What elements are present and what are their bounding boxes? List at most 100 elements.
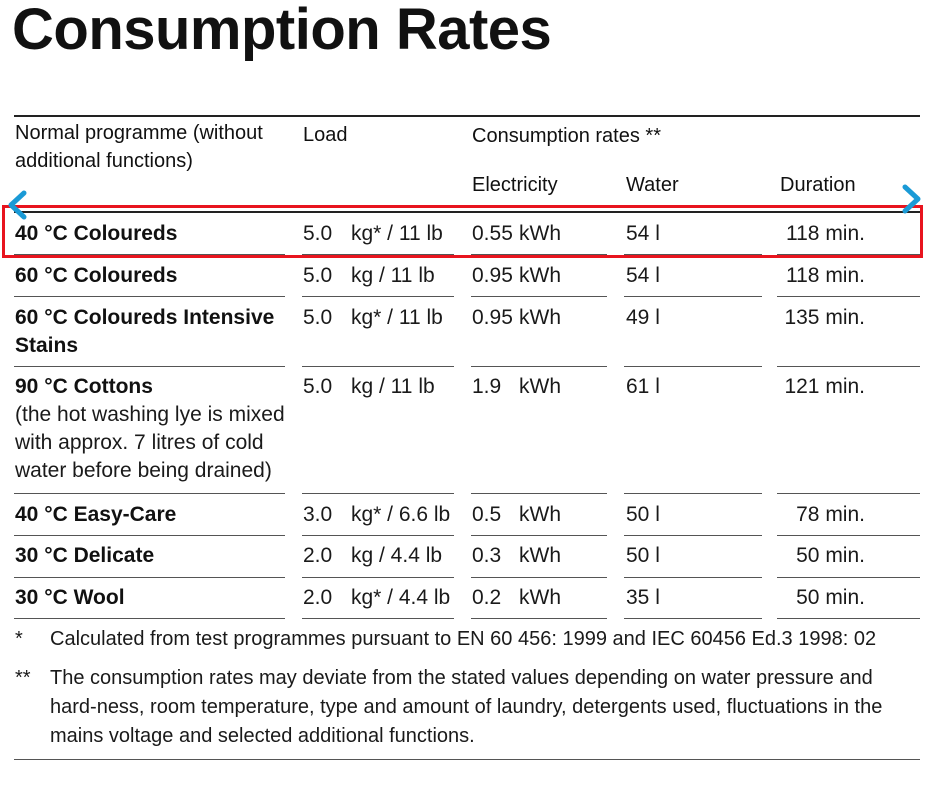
programme-name: 60 °C Coloureds Intensive Stains xyxy=(15,306,275,357)
water-cell: 61 l xyxy=(626,375,660,398)
water-cell: 54 l xyxy=(626,264,660,287)
load-value: 2.0 xyxy=(303,586,333,609)
programme-cell: 30 °C Wool xyxy=(15,584,285,612)
load-cell: 5.0 kg* / 11 lb xyxy=(303,220,443,248)
header-load: Load xyxy=(303,124,348,146)
row-divider xyxy=(14,577,285,578)
row-divider xyxy=(471,535,607,536)
page-title: Consumption Rates xyxy=(12,0,552,62)
load-cell: 3.0 kg* / 6.6 lb xyxy=(303,501,450,529)
load-value: 2.0 xyxy=(303,544,333,567)
row-divider xyxy=(14,366,285,367)
row-divider xyxy=(302,296,454,297)
duration-cell: 118 min. xyxy=(786,264,865,287)
electricity-cell: 0.5 kWh xyxy=(472,501,561,529)
load-cell: 2.0 kg / 4.4 lb xyxy=(303,542,442,570)
row-divider xyxy=(14,535,285,536)
load-unit: kg* / 4.4 lb xyxy=(351,586,451,609)
load-cell: 5.0 kg / 11 lb xyxy=(303,262,435,290)
load-value: 5.0 xyxy=(303,375,333,398)
programme-name: 60 °C Coloureds xyxy=(15,264,178,287)
electricity-value: 0.55 xyxy=(472,222,513,245)
duration-cell: 50 min. xyxy=(796,586,865,609)
load-value: 5.0 xyxy=(303,222,333,245)
load-cell: 5.0 kg* / 11 lb xyxy=(303,304,443,332)
electricity-cell: 1.9 kWh xyxy=(472,373,561,401)
row-divider xyxy=(777,535,920,536)
electricity-cell: 0.3 kWh xyxy=(472,542,561,570)
water-cell: 35 l xyxy=(626,586,660,609)
row-divider xyxy=(624,618,762,619)
row-divider xyxy=(471,254,607,255)
row-divider xyxy=(471,366,607,367)
electricity-value: 0.5 xyxy=(472,503,502,526)
duration-cell: 135 min. xyxy=(784,306,865,329)
row-divider xyxy=(777,577,920,578)
programme-cell: 60 °C Coloureds xyxy=(15,262,285,290)
electricity-cell: 0.95 kWh xyxy=(472,262,561,290)
electricity-unit: kWh xyxy=(519,586,561,609)
footnote-mark: ** xyxy=(15,667,31,689)
row-divider xyxy=(777,296,920,297)
header-electricity: Electricity xyxy=(472,174,558,196)
row-divider xyxy=(14,254,285,255)
row-divider xyxy=(302,535,454,536)
row-divider xyxy=(777,618,920,619)
header-water: Water xyxy=(626,174,679,196)
programme-cell: 40 °C Easy-Care xyxy=(15,501,285,529)
electricity-unit: kWh xyxy=(519,222,561,245)
row-divider xyxy=(302,366,454,367)
header-bottom-rule xyxy=(14,211,920,213)
row-divider xyxy=(777,254,920,255)
row-divider xyxy=(14,296,285,297)
row-divider xyxy=(471,296,607,297)
row-divider xyxy=(471,618,607,619)
programme-name: 90 °C Cottons xyxy=(15,375,153,398)
load-unit: kg / 11 lb xyxy=(351,375,435,398)
row-divider xyxy=(471,577,607,578)
row-divider xyxy=(624,535,762,536)
water-cell: 49 l xyxy=(626,306,660,329)
electricity-unit: kWh xyxy=(519,375,561,398)
header-duration: Duration xyxy=(780,174,856,196)
row-divider xyxy=(14,618,285,619)
programme-cell: 30 °C Delicate xyxy=(15,542,285,570)
programme-cell: 40 °C Coloureds xyxy=(15,220,285,248)
water-cell: 50 l xyxy=(626,544,660,567)
programme-name: 30 °C Wool xyxy=(15,586,125,609)
selected-row-highlight xyxy=(2,205,923,258)
electricity-value: 0.95 xyxy=(472,264,513,287)
programme-name: 40 °C Coloureds xyxy=(15,222,178,245)
row-divider xyxy=(777,366,920,367)
programme-cell: 90 °C Cottons (the hot washing lye is mi… xyxy=(15,373,285,485)
electricity-unit: kWh xyxy=(519,306,561,329)
row-divider xyxy=(302,493,454,494)
row-divider xyxy=(624,366,762,367)
electricity-unit: kWh xyxy=(519,264,561,287)
electricity-unit: kWh xyxy=(519,544,561,567)
duration-cell: 121 min. xyxy=(784,375,865,398)
row-divider xyxy=(14,493,285,494)
electricity-cell: 0.95 kWh xyxy=(472,304,561,332)
load-unit: kg* / 11 lb xyxy=(351,222,443,245)
header-consumption-rates: Consumption rates ** xyxy=(472,125,661,147)
electricity-cell: 0.2 kWh xyxy=(472,584,561,612)
load-cell: 2.0 kg* / 4.4 lb xyxy=(303,584,450,612)
load-cell: 5.0 kg / 11 lb xyxy=(303,373,435,401)
duration-cell: 118 min. xyxy=(786,222,865,245)
electricity-value: 0.3 xyxy=(472,544,502,567)
load-value: 5.0 xyxy=(303,306,333,329)
water-cell: 54 l xyxy=(626,222,660,245)
row-divider xyxy=(471,493,607,494)
footnote-text: The consumption rates may deviate from t… xyxy=(50,667,883,747)
chevron-right-icon[interactable] xyxy=(899,184,925,214)
footnote-bottom-rule xyxy=(14,759,920,760)
water-cell: 50 l xyxy=(626,503,660,526)
chevron-left-icon[interactable] xyxy=(4,190,30,220)
table-top-rule xyxy=(14,115,920,117)
programme-name: 40 °C Easy-Care xyxy=(15,503,177,526)
programme-note: (the hot washing lye is mixed with appro… xyxy=(15,403,285,482)
duration-cell: 78 min. xyxy=(796,503,865,526)
footnote-text: Calculated from test programmes pursuant… xyxy=(50,628,877,650)
programme-name: 30 °C Delicate xyxy=(15,544,155,567)
